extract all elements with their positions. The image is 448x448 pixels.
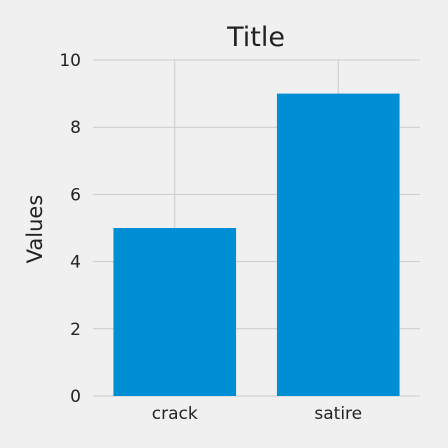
y-tick-label-4: 8 — [70, 118, 81, 138]
y-tick-label-5: 10 — [59, 51, 81, 71]
y-axis-label: Values — [23, 195, 47, 264]
bar-crack — [113, 228, 237, 396]
bar-satire — [276, 93, 400, 396]
y-tick-labels: 0 2 4 6 8 10 — [59, 51, 81, 407]
x-tick-label-crack: crack — [152, 404, 198, 424]
x-tick-label-satire: satire — [314, 404, 362, 424]
chart-title: Title — [226, 22, 285, 53]
y-tick-label-3: 6 — [70, 185, 81, 205]
y-tick-label-1: 2 — [70, 320, 81, 340]
y-tick-label-2: 4 — [70, 253, 81, 273]
x-tick-labels: crack satire — [152, 404, 362, 424]
bars — [113, 93, 400, 396]
y-tick-label-0: 0 — [70, 387, 81, 407]
